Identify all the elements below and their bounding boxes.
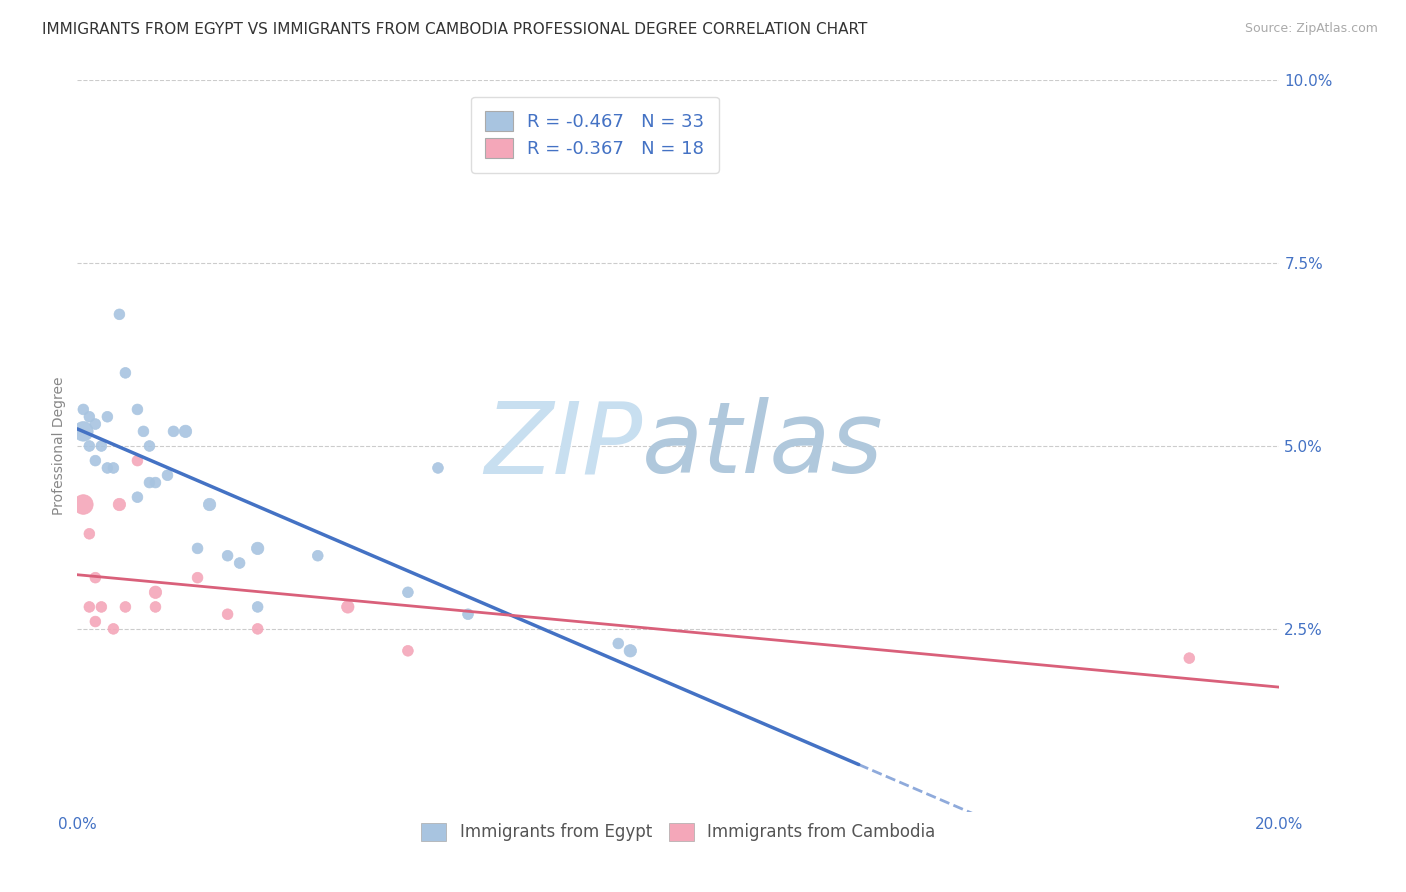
Point bbox=[619, 644, 641, 658]
Point bbox=[186, 571, 209, 585]
Point bbox=[84, 453, 107, 467]
Point bbox=[607, 636, 630, 650]
Point bbox=[96, 461, 118, 475]
Point bbox=[79, 526, 101, 541]
Point bbox=[132, 425, 155, 439]
Point bbox=[72, 402, 94, 417]
Point bbox=[162, 425, 184, 439]
Point bbox=[396, 585, 419, 599]
Point bbox=[114, 599, 136, 614]
Point bbox=[396, 644, 419, 658]
Point bbox=[186, 541, 209, 556]
Point bbox=[127, 402, 149, 417]
Point bbox=[336, 599, 359, 614]
Point bbox=[217, 607, 239, 622]
Point bbox=[457, 607, 479, 622]
Point bbox=[79, 409, 101, 424]
Point bbox=[217, 549, 239, 563]
Text: atlas: atlas bbox=[643, 398, 884, 494]
Point bbox=[84, 417, 107, 431]
Point bbox=[138, 439, 160, 453]
Point bbox=[79, 439, 101, 453]
Point bbox=[427, 461, 450, 475]
Y-axis label: Professional Degree: Professional Degree bbox=[52, 376, 66, 516]
Point bbox=[90, 439, 112, 453]
Legend: Immigrants from Egypt, Immigrants from Cambodia: Immigrants from Egypt, Immigrants from C… bbox=[408, 809, 949, 855]
Point bbox=[145, 585, 167, 599]
Point bbox=[72, 425, 94, 439]
Point bbox=[156, 468, 179, 483]
Point bbox=[84, 615, 107, 629]
Text: IMMIGRANTS FROM EGYPT VS IMMIGRANTS FROM CAMBODIA PROFESSIONAL DEGREE CORRELATIO: IMMIGRANTS FROM EGYPT VS IMMIGRANTS FROM… bbox=[42, 22, 868, 37]
Text: Source: ZipAtlas.com: Source: ZipAtlas.com bbox=[1244, 22, 1378, 36]
Point bbox=[103, 461, 125, 475]
Point bbox=[127, 453, 149, 467]
Point bbox=[138, 475, 160, 490]
Point bbox=[246, 622, 269, 636]
Point bbox=[127, 490, 149, 504]
Point bbox=[108, 498, 131, 512]
Point bbox=[307, 549, 329, 563]
Point bbox=[114, 366, 136, 380]
Point bbox=[84, 571, 107, 585]
Point bbox=[246, 541, 269, 556]
Point bbox=[103, 622, 125, 636]
Point bbox=[198, 498, 221, 512]
Point bbox=[90, 599, 112, 614]
Point bbox=[96, 409, 118, 424]
Point bbox=[246, 599, 269, 614]
Point bbox=[79, 599, 101, 614]
Point bbox=[228, 556, 250, 570]
Text: ZIP: ZIP bbox=[484, 398, 643, 494]
Point bbox=[145, 475, 167, 490]
Point bbox=[72, 498, 94, 512]
Point bbox=[174, 425, 197, 439]
Point bbox=[145, 599, 167, 614]
Point bbox=[1178, 651, 1201, 665]
Point bbox=[108, 307, 131, 321]
